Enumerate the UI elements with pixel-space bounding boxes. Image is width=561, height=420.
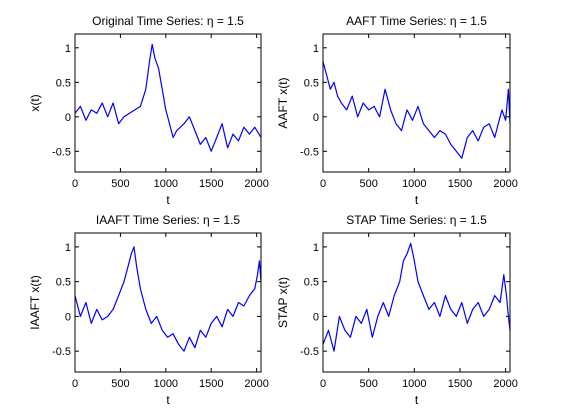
x-axis-label: t: [166, 393, 170, 407]
y-tick-label: 0.5: [304, 277, 319, 289]
axes-box: [74, 232, 262, 373]
plot-area: [75, 34, 261, 172]
x-tick-label: 1000: [402, 178, 426, 190]
x-tick-label: 0: [72, 378, 78, 390]
x-tick-label: 0: [320, 378, 326, 390]
chart-title: Original Time Series: η = 1.5: [92, 14, 244, 28]
y-tick-label: 1: [313, 242, 319, 254]
x-tick-label: 1500: [448, 378, 472, 390]
subplot-bottom-right: 0 500 1000 1500 2000 -0.5 0 0.5 1 STAP Time Serie…: [276, 213, 518, 407]
x-tick-label: 0: [320, 178, 326, 190]
x-tick-label: 2000: [244, 378, 268, 390]
x-tick-label: 1000: [154, 378, 178, 390]
y-axis-label: AAFT x(t): [276, 77, 290, 128]
y-tick-label: -0.5: [300, 146, 319, 158]
y-tick-label: 0.5: [56, 277, 71, 289]
y-tick-label: 1: [313, 43, 319, 55]
y-tick-label: 1: [65, 43, 71, 55]
x-tick-label: 500: [111, 378, 129, 390]
subplot-bottom-left: 0 500 1000 1500 2000 -0.5 0 0.5 1 IAAFT Time Seri…: [28, 213, 269, 407]
x-axis-label: t: [415, 393, 419, 407]
y-axis-label: x(t): [28, 94, 42, 111]
axes-box: [322, 232, 511, 373]
chart-title: IAAFT Time Series: η = 1.5: [96, 213, 240, 227]
x-tick-label: 0: [72, 178, 78, 190]
series-line-0: [74, 246, 262, 352]
subplot-top-right: 0 500 1000 1500 2000 -0.5 0 0.5 1 AAFT Time Serie…: [276, 14, 518, 207]
chart-title: AAFT Time Series: η = 1.5: [346, 14, 487, 28]
x-tick-label: 2000: [244, 178, 268, 190]
y-tick-label: 1: [65, 242, 71, 254]
y-tick-label: 0: [65, 311, 71, 323]
x-tick-label: 500: [111, 178, 129, 190]
x-tick-label: 2000: [493, 178, 517, 190]
x-tick-label: 1000: [154, 178, 178, 190]
plot-area: [323, 34, 510, 172]
axes-box: [74, 33, 262, 173]
y-tick-label: -0.5: [300, 346, 319, 358]
y-tick-label: 0.5: [56, 77, 71, 89]
x-axis-label: t: [415, 193, 419, 207]
y-tick-label: -0.5: [52, 146, 71, 158]
y-tick-label: 0: [65, 112, 71, 124]
y-tick-label: -0.5: [52, 346, 71, 358]
series-line-0: [322, 61, 511, 159]
x-tick-label: 1000: [402, 378, 426, 390]
series-line-0: [74, 43, 262, 152]
x-tick-label: 2000: [493, 378, 517, 390]
chart-title: STAP Time Series: η = 1.5: [346, 213, 487, 227]
y-tick-label: 0: [313, 311, 319, 323]
subplot-top-left: 0 500 1000 1500 2000 -0.5 0 0.5 1 Original Time S…: [28, 14, 269, 207]
x-tick-label: 1500: [199, 378, 223, 390]
series-line-0: [322, 242, 511, 352]
x-tick-label: 1500: [199, 178, 223, 190]
y-tick-label: 0.5: [304, 77, 319, 89]
x-axis-label: t: [166, 193, 170, 207]
plot-area: [323, 233, 510, 372]
x-tick-label: 1500: [448, 178, 472, 190]
axes-box: [322, 33, 511, 173]
y-tick-label: 0: [313, 112, 319, 124]
y-axis-label: STAP x(t): [276, 277, 290, 328]
y-axis-label: IAAFT x(t): [28, 275, 42, 329]
x-tick-label: 500: [359, 178, 377, 190]
plot-area: [75, 233, 261, 372]
x-tick-label: 500: [359, 378, 377, 390]
